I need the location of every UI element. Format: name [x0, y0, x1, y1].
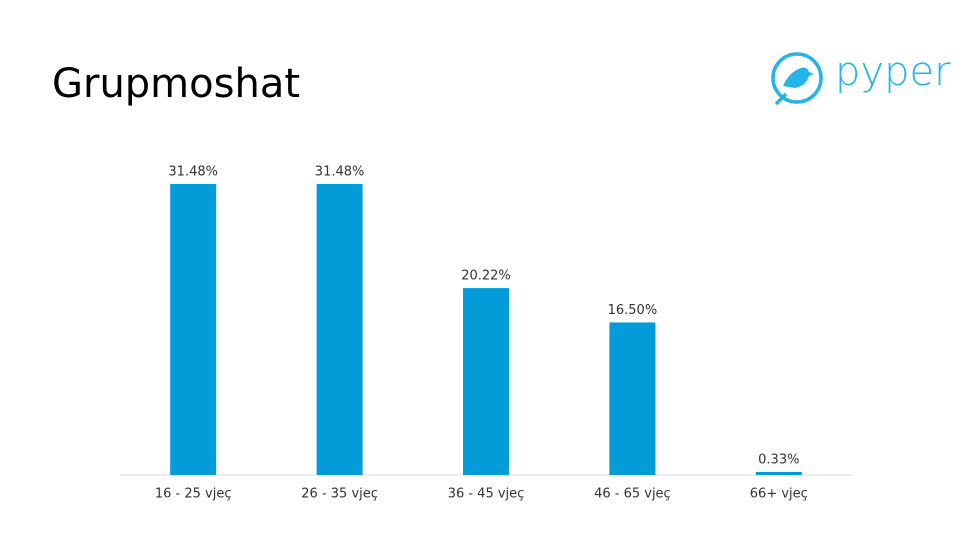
- value-label: 0.33%: [758, 452, 799, 467]
- x-tick-label: 36 - 45 vjeç: [448, 487, 525, 502]
- bar: [463, 288, 509, 475]
- x-tick-label: 26 - 35 vjeç: [301, 487, 378, 502]
- x-tick-label: 46 - 65 vjeç: [594, 487, 671, 502]
- chart-title: Grupmoshat: [52, 61, 300, 107]
- value-label: 31.48%: [315, 164, 365, 179]
- x-tick-label: 66+ vjeç: [750, 487, 808, 502]
- value-label: 20.22%: [461, 269, 511, 284]
- bar: [170, 183, 217, 475]
- value-label: 31.48%: [168, 164, 218, 179]
- logo-icon: [771, 52, 823, 106]
- bar: [316, 183, 363, 475]
- bar: [609, 322, 656, 475]
- x-tick-label: 16 - 25 vjeç: [155, 487, 232, 502]
- logo-text: pyper: [835, 49, 951, 95]
- bar: [755, 471, 802, 475]
- value-label: 16.50%: [608, 303, 658, 318]
